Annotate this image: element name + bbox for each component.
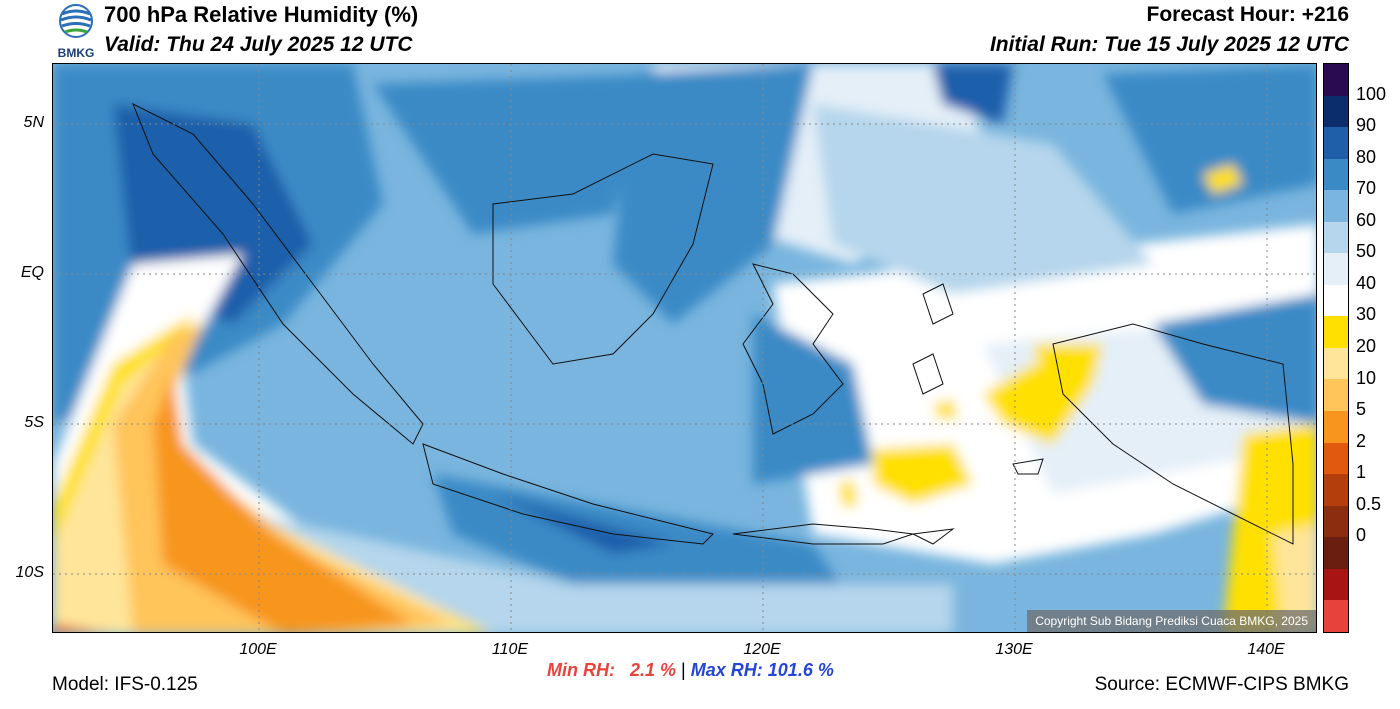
colorbar-label: 50 [1356, 241, 1377, 262]
lat-label: 5N [23, 114, 44, 131]
min-rh-label: Min RH: [547, 660, 615, 680]
colorbar-label: 30 [1356, 304, 1377, 325]
colorbar-swatch [1324, 190, 1348, 222]
lat-label: 10S [15, 564, 44, 581]
colorbar-label: 1 [1356, 462, 1367, 483]
colorbar-swatch [1324, 442, 1348, 475]
logo-text: BMKG [57, 46, 95, 60]
valid-time: Valid: Thu 24 July 2025 12 UTC [104, 33, 413, 56]
lon-label: 140E [1247, 641, 1285, 658]
colorbar-label: 2 [1356, 430, 1367, 451]
colorbar-label: 100 [1356, 83, 1387, 104]
colorbar-swatch [1324, 127, 1348, 159]
colorbar-swatch [1324, 253, 1348, 285]
source-label: Source: ECMWF-CIPS BMKG [1094, 674, 1349, 695]
colorbar-swatch [1324, 537, 1348, 569]
humidity-field [53, 64, 1316, 632]
lon-label: 120E [743, 641, 781, 658]
min-rh-value: 2.1 % [630, 660, 677, 680]
gridlines [53, 64, 1316, 632]
colorbar-label: 20 [1356, 336, 1377, 356]
separator: | [681, 660, 686, 680]
colorbar-swatch [1324, 379, 1348, 412]
colorbar-label: 0 [1356, 525, 1367, 546]
model-label: Model: IFS-0.125 [52, 674, 198, 695]
colorbar-swatch [1324, 600, 1348, 632]
lon-label: 130E [995, 641, 1033, 658]
colorbar-label: 5 [1356, 399, 1367, 420]
lon-label: 100E [239, 641, 277, 658]
colorbar-swatch [1324, 158, 1348, 191]
colorbar-swatch [1324, 284, 1348, 317]
initial-run: Initial Run: Tue 15 July 2025 12 UTC [989, 33, 1349, 56]
bmkg-logo: BMKG [52, 2, 100, 60]
max-rh-label: Max RH: [690, 660, 763, 680]
colorbar-label: 0.5 [1356, 493, 1382, 514]
min-max-rh: Min RH: 2.1 % | Max RH: 101.6 % [547, 660, 834, 681]
max-rh: Max RH: 101.6 % [691, 660, 834, 680]
colorbar [1323, 63, 1349, 633]
colorbar-swatch [1324, 221, 1348, 254]
colorbar-label: 40 [1356, 272, 1377, 293]
colorbar-label: 90 [1356, 115, 1377, 136]
colorbar-swatch [1324, 568, 1348, 601]
colorbar-label: 10 [1356, 367, 1377, 388]
humidity-map[interactable]: Copyright Sub Bidang Prediksi Cuaca BMKG… [52, 63, 1317, 633]
coastlines [132, 102, 1294, 545]
colorbar-swatch [1324, 347, 1348, 380]
colorbar-label: 80 [1356, 146, 1377, 167]
min-rh: Min RH: 2.1 % [547, 660, 681, 680]
colorbar-label: 60 [1356, 209, 1377, 230]
colorbar-swatch [1324, 316, 1348, 348]
lat-label: 5S [24, 414, 44, 431]
colorbar-label: 70 [1356, 178, 1377, 199]
colorbar-swatch [1324, 95, 1348, 128]
max-rh-value: 101.6 % [767, 660, 834, 680]
colorbar-swatch [1324, 505, 1348, 538]
colorbar-swatch [1324, 64, 1348, 96]
colorbar-swatch [1324, 411, 1348, 443]
lat-label: EQ [20, 264, 44, 281]
forecast-hour: Forecast Hour: +216 [1146, 3, 1350, 26]
map-title: 700 hPa Relative Humidity (%) [104, 2, 419, 27]
lon-label: 110E [491, 641, 529, 658]
colorbar-swatch [1324, 474, 1348, 506]
copyright-notice: Copyright Sub Bidang Prediksi Cuaca BMKG… [1027, 610, 1316, 632]
